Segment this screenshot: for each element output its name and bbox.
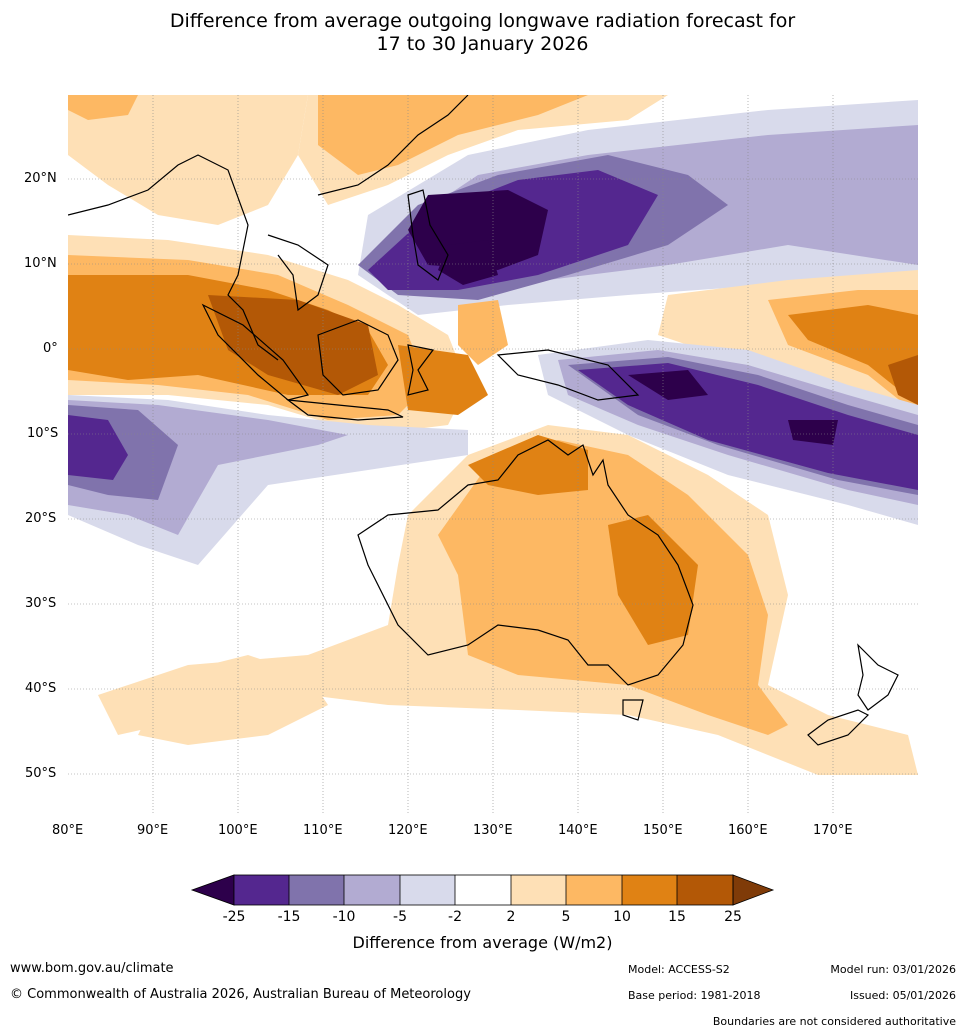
lat-label-0: 0° [43,341,58,356]
colorbar-bin-4 [400,875,455,905]
map-svg [68,95,918,815]
olr-anomaly-map [68,95,918,815]
lon-label-140e: 140°E [558,823,598,838]
lon-label-160e: 160°E [728,823,768,838]
chart-title: Difference from average outgoing longwav… [0,10,965,56]
colorbar-title: Difference from average (W/m2) [352,933,613,952]
colorbar-tick-label: -5 [393,909,407,925]
colorbar-tick-label: -10 [332,909,356,925]
colorbar-tick-label: -25 [222,909,246,925]
colorbar-bin-8 [622,875,677,905]
colorbar-bin-7 [566,875,622,905]
website-link[interactable]: www.bom.gov.au/climate [10,961,174,976]
lon-label-120e: 120°E [388,823,428,838]
colorbar-bin-9 [677,875,733,905]
colorbar-bin-6 [511,875,566,905]
colorbar-tick-label: 15 [668,909,686,925]
colorbar-extend-high [732,874,775,906]
lon-label-130e: 130°E [473,823,513,838]
lat-label-10s: 10°S [27,426,59,441]
anomaly-field [68,95,918,775]
coastlines [68,95,899,746]
lat-label-20s: 20°S [25,511,57,526]
lon-label-80e: 80°E [52,823,84,838]
colorbar-tick-label: 2 [506,909,516,925]
lon-label-90e: 90°E [137,823,169,838]
colorbar-bin-2 [289,875,344,905]
model-run-text: Model run: 03/01/2026 [830,963,956,976]
lat-label-30s: 30°S [25,596,57,611]
lat-label-10n: 10°N [24,256,57,271]
issued-text: Issued: 05/01/2026 [849,989,956,1002]
graticule [68,95,918,815]
lon-label-100e: 100°E [218,823,258,838]
colorbar-tick-label: -2 [448,909,462,925]
colorbar-bin-1 [234,875,289,905]
colorbar-bin-3 [344,875,400,905]
colorbar-tick-label: 25 [724,909,742,925]
base-period-text: Base period: 1981-2018 [628,989,761,1002]
disclaimer-text: Boundaries are not considered authoritat… [712,1015,956,1028]
lon-label-150e: 150°E [643,823,683,838]
lon-label-170e: 170°E [813,823,853,838]
copyright-text: © Commonwealth of Australia 2026, Austra… [10,987,471,1002]
lat-label-50s: 50°S [25,766,57,781]
title-line-2: 17 to 30 January 2026 [376,33,589,55]
lat-label-20n: 20°N [24,171,57,186]
lon-label-110e: 110°E [303,823,343,838]
colorbar-tick-label: 5 [561,909,571,925]
model-text: Model: ACCESS-S2 [628,963,730,976]
colorbar-tick-label: -15 [277,909,301,925]
colorbar-tick-label: 10 [613,909,631,925]
lat-label-40s: 40°S [25,681,57,696]
title-line-1: Difference from average outgoing longwav… [169,10,796,32]
colorbar-bin-5 [455,875,511,905]
colorbar [190,874,775,906]
colorbar-extend-low [190,874,235,906]
